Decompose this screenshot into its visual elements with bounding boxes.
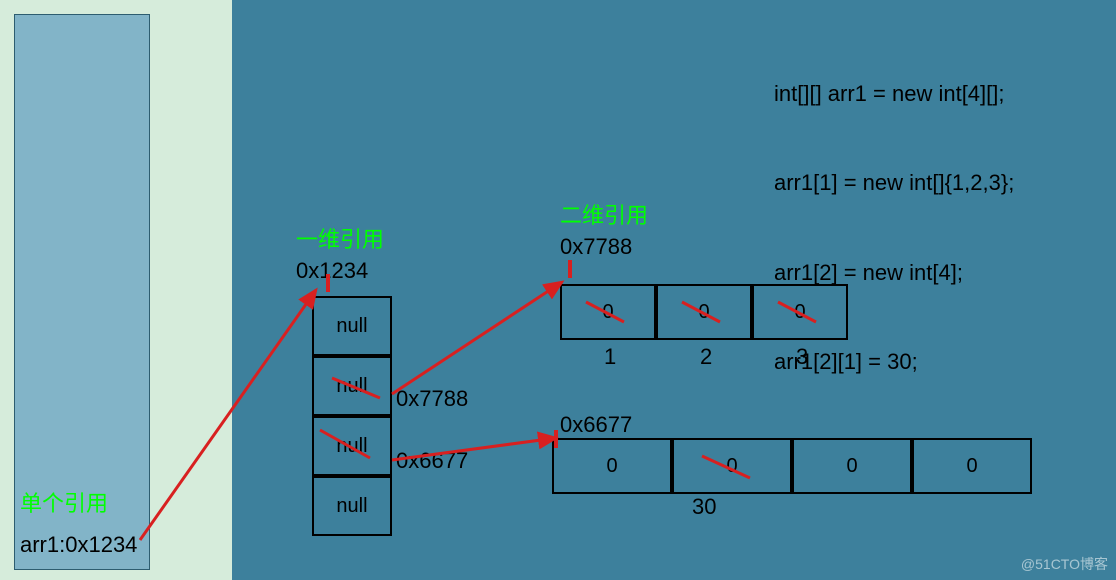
watermark: @51CTO博客 bbox=[1021, 554, 1108, 574]
code-line: arr1[1] = new int[]{1,2,3}; bbox=[774, 168, 1014, 198]
code-line: arr1[2][1] = 30; bbox=[774, 347, 1014, 377]
array-cell: 0 bbox=[672, 438, 792, 494]
array-cell: null bbox=[312, 416, 392, 476]
label-one-dim: 一维引用 bbox=[296, 222, 384, 254]
array-cell: 0 bbox=[560, 284, 656, 340]
label-arr1-addr: arr1:0x1234 bbox=[20, 532, 137, 558]
array-cell: null bbox=[312, 476, 392, 536]
label-single-ref: 单个引用 bbox=[20, 486, 108, 518]
array-cell: null bbox=[312, 356, 392, 416]
label-arr1-1-side: 0x7788 bbox=[396, 386, 468, 412]
label-arr1-2-side: 0x6677 bbox=[396, 448, 468, 474]
array-cell: 0 bbox=[752, 284, 848, 340]
label-idx-1: 1 bbox=[604, 344, 616, 370]
array-cell: 0 bbox=[552, 438, 672, 494]
array-cell: 0 bbox=[912, 438, 1032, 494]
label-addr-1234: 0x1234 bbox=[296, 258, 368, 284]
array-cell: null bbox=[312, 296, 392, 356]
label-addr-7788: 0x7788 bbox=[560, 234, 632, 260]
label-idx-2: 2 bbox=[700, 344, 712, 370]
code-line: int[][] arr1 = new int[4][]; bbox=[774, 79, 1014, 109]
array-cell: 0 bbox=[792, 438, 912, 494]
label-val-30: 30 bbox=[692, 494, 716, 520]
label-addr-6677: 0x6677 bbox=[560, 412, 632, 438]
label-two-dim: 二维引用 bbox=[560, 198, 648, 230]
code-line: arr1[2] = new int[4]; bbox=[774, 258, 1014, 288]
label-idx-3: 3 bbox=[796, 344, 808, 370]
code-block: int[][] arr1 = new int[4][]; arr1[1] = n… bbox=[774, 20, 1014, 406]
array-cell: 0 bbox=[656, 284, 752, 340]
